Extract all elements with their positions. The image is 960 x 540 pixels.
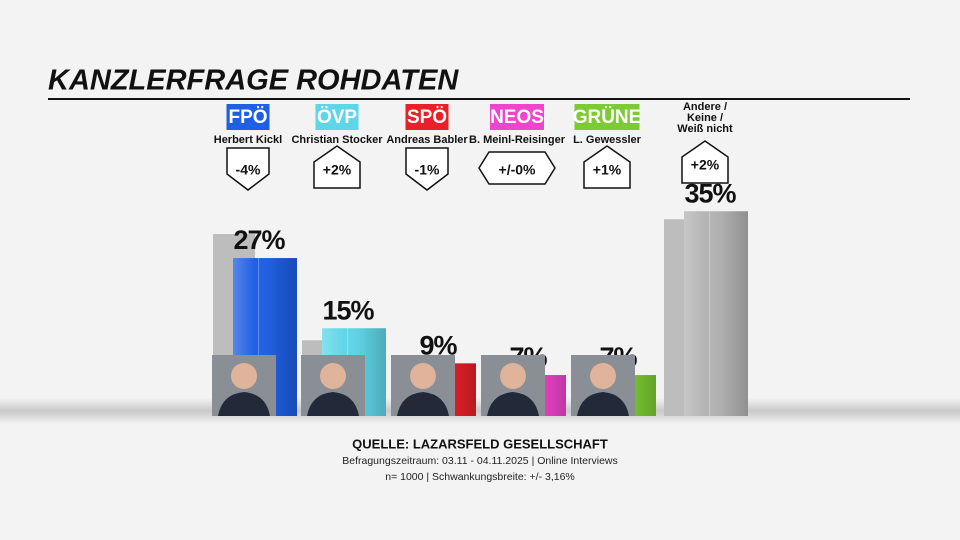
change-label: +/-0% — [499, 162, 537, 178]
note: Befragungszeitraum: 03.11 - 04.11.2025 |… — [342, 455, 618, 467]
portrait-body — [397, 392, 449, 416]
change-label: +2% — [691, 157, 720, 173]
portrait-head — [231, 363, 257, 389]
change-badge — [583, 145, 631, 189]
portrait-head — [320, 363, 346, 389]
value-label: 27% — [233, 225, 285, 255]
portrait-body — [218, 392, 270, 416]
bar-shade — [684, 211, 748, 416]
portrait — [391, 355, 455, 416]
portrait — [481, 355, 545, 416]
party-label: ÖVP — [317, 107, 357, 128]
party-label: NEOS — [490, 107, 544, 128]
note: n= 1000 | Schwankungsbreite: +/- 3,16% — [385, 471, 575, 483]
party-label: SPÖ — [407, 107, 447, 128]
candidate-name: Herbert Kickl — [214, 134, 282, 146]
source: QUELLE: LAZARSFELD GESELLSCHAFT — [352, 436, 608, 451]
change-badge — [681, 140, 729, 184]
party-box — [226, 104, 270, 130]
party-label: GRÜNE — [573, 107, 642, 128]
change-label: -4% — [236, 162, 261, 178]
change-badge — [478, 151, 556, 185]
change-badge — [313, 145, 361, 189]
party-box — [405, 104, 449, 130]
value-label: 15% — [322, 295, 374, 325]
portrait-body — [577, 392, 629, 416]
change-label: +1% — [593, 162, 622, 178]
portrait-head — [410, 363, 436, 389]
party-box — [574, 104, 640, 130]
portrait — [571, 355, 635, 416]
party-box — [490, 104, 544, 130]
change-badge — [405, 147, 449, 191]
change-badge — [226, 147, 270, 191]
change-label: +2% — [323, 162, 352, 178]
portrait — [301, 355, 365, 416]
portrait-body — [307, 392, 359, 416]
portrait — [212, 355, 276, 416]
portrait-head — [590, 363, 616, 389]
floor — [0, 398, 960, 424]
portrait-body — [487, 392, 539, 416]
portrait-head — [500, 363, 526, 389]
candidate-name: Andreas Babler — [386, 134, 468, 146]
change-label: -1% — [415, 162, 440, 178]
party-box — [315, 104, 359, 130]
category-text: Andere / Keine / Weiß nicht — [677, 102, 733, 135]
candidate-name: Christian Stocker — [291, 134, 383, 146]
chart-title: KANZLERFRAGE ROHDATEN — [48, 65, 459, 97]
party-label: FPÖ — [228, 107, 267, 128]
candidate-name: B. Meinl-Reisinger — [469, 134, 566, 146]
category-label: Andere / Keine / Weiß nicht — [677, 102, 733, 135]
candidate-name: L. Gewessler — [573, 134, 642, 146]
